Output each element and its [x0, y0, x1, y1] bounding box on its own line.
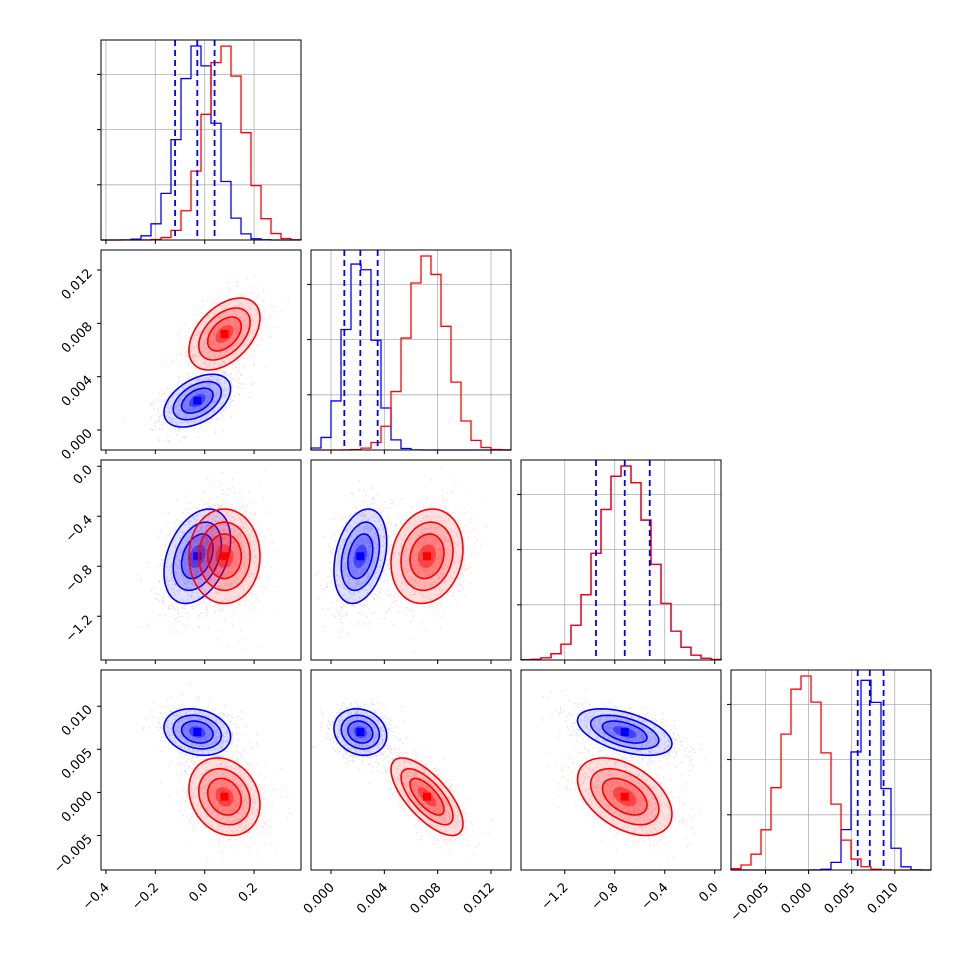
density-peak-1 — [423, 552, 431, 561]
xtick-label-2-2: −0.4 — [639, 880, 672, 913]
panel-frame — [100, 249, 302, 451]
ytick-label-3-1: 0.000 — [59, 789, 96, 826]
xtick-label-2-3: 0.0 — [696, 880, 721, 905]
scatter-points-1 — [158, 477, 278, 650]
scatter-points-0 — [315, 480, 410, 638]
panel-frame — [310, 459, 512, 661]
scatter-panel-3-2: −1.2 −0.8 −0.4 0.0 — [520, 669, 722, 913]
hist-series-1 — [101, 45, 302, 241]
ytick-label-1-2: 0.008 — [59, 320, 96, 357]
density-peak-1 — [220, 792, 229, 801]
xtick-label-1-2: 0.008 — [408, 880, 445, 917]
density-peak-0 — [193, 728, 202, 737]
scatter-points-1 — [363, 715, 493, 863]
xtick-label-0-1: −0.2 — [129, 880, 162, 913]
scatter-panel-2-1 — [310, 459, 512, 664]
hist-frame — [310, 249, 512, 451]
ytick-label-3-3: 0.010 — [59, 702, 96, 739]
density-peak-0 — [620, 728, 629, 737]
xtick-label-3-3: 0.010 — [865, 880, 902, 917]
ytick-label-3-2: 0.005 — [59, 746, 96, 783]
xtick-label-1-1: 0.004 — [354, 880, 391, 917]
panel-frame — [100, 669, 302, 871]
ytick-label-2-0: −1.2 — [63, 612, 96, 645]
panel-frame — [310, 669, 512, 871]
hist-panel-0 — [97, 39, 302, 241]
density-peak-1 — [423, 792, 431, 801]
density-peak-1 — [620, 792, 629, 801]
ytick-label-2-1: −0.8 — [63, 562, 96, 595]
panel-content — [312, 698, 493, 863]
scatter-points-1 — [161, 276, 290, 402]
ytick-label-2-2: −0.4 — [63, 512, 96, 545]
hist-series-0 — [520, 465, 722, 661]
xtick-label-0-0: −0.4 — [80, 880, 113, 913]
panel-content — [315, 467, 488, 653]
xtick-label-3-1: 0.000 — [778, 880, 815, 917]
xtick-label-3-2: 0.005 — [822, 880, 859, 917]
panel-frame — [520, 669, 722, 871]
ytick-label-3-0: −0.005 — [51, 832, 96, 877]
ytick-label-1-3: 0.012 — [59, 266, 96, 303]
scatter-panel-2-0: −1.2 −0.8 −0.4 0.0 — [63, 459, 302, 664]
hist-frame — [730, 669, 932, 871]
ytick-label-2-3: 0.0 — [71, 462, 96, 487]
hist-frame — [520, 459, 722, 661]
xtick-label-0-3: 0.2 — [236, 880, 261, 905]
panel-frame — [100, 459, 302, 661]
density-peak-0 — [193, 552, 202, 561]
ytick-label-1-1: 0.004 — [59, 373, 96, 410]
xtick-label-1-0: 0.000 — [301, 880, 338, 917]
panel-content — [137, 469, 278, 650]
scatter-points-0 — [137, 469, 266, 633]
panel-content — [122, 276, 290, 443]
density-peak-1 — [220, 552, 229, 561]
xtick-label-2-1: −0.8 — [589, 880, 622, 913]
xtick-label-3-0: −0.005 — [728, 880, 773, 925]
hist-series-1 — [520, 465, 722, 661]
scatter-panel-1-0: 0.000 0.004 0.008 0.012 — [59, 249, 302, 463]
density-peak-0 — [356, 552, 365, 561]
xtick-label-0-2: 0.0 — [186, 880, 211, 905]
hist-panel-2 — [517, 459, 722, 661]
panel-content — [542, 689, 706, 870]
density-peak-0 — [193, 396, 202, 405]
density-peak-1 — [220, 330, 229, 338]
hist-frame — [100, 39, 302, 241]
scatter-panel-3-1: 0.000 0.004 0.008 0.012 — [301, 669, 512, 917]
ytick-label-1-0: 0.000 — [59, 426, 96, 463]
hist-panel-1 — [307, 249, 512, 451]
xtick-label-2-0: −1.2 — [539, 880, 572, 913]
hist-series-1 — [730, 675, 931, 871]
density-peak-0 — [356, 728, 365, 737]
hist-panel-3: −0.005 0.000 0.005 0.010 — [727, 669, 932, 925]
panel-content — [142, 683, 291, 870]
scatter-panel-3-0: −0.005 0.000 0.005 0.010 −0.4 −0.2 0.0 0.2 — [51, 669, 302, 913]
xtick-label-1-3: 0.012 — [461, 880, 498, 917]
